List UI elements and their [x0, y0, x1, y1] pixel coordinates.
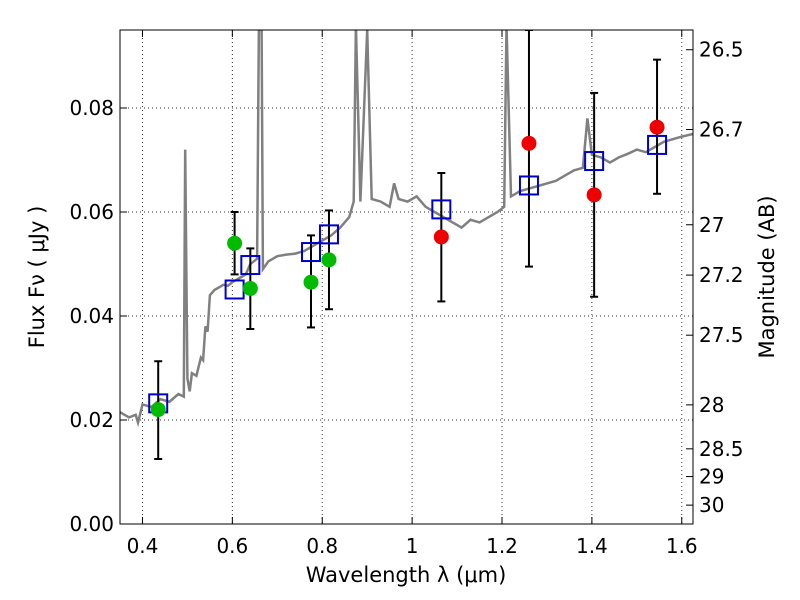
y-tick-label: 0.08	[69, 96, 114, 120]
y-axis-label: Flux Fν ( μJy )	[25, 206, 49, 349]
y2-tick-label: 26.5	[699, 38, 744, 62]
spectrum-line	[120, 30, 693, 428]
x-tick-label: 0.6	[216, 534, 248, 558]
y-tick-label: 0.06	[69, 200, 114, 224]
x-axis-label: Wavelength λ (μm)	[306, 563, 507, 587]
y2-tick-label: 29	[699, 465, 724, 489]
x-ticks: 0.4 0.6 0.8 1 1.2 1.4 1.6	[127, 30, 698, 558]
y2-tick-label: 27.2	[699, 263, 744, 287]
model-square-point	[318, 224, 339, 245]
green-data-point	[227, 235, 243, 251]
model-square-point	[431, 199, 452, 220]
green-data-point	[321, 252, 337, 268]
model-square-point	[518, 175, 539, 196]
x-tick-label: 1.2	[486, 534, 518, 558]
y-ticks: 0.00 0.02 0.04 0.06 0.08	[69, 96, 127, 536]
y-tick-label: 0.02	[69, 408, 114, 432]
model-square-point	[301, 242, 321, 263]
red-data-point	[521, 135, 537, 151]
red-data-point	[649, 119, 665, 135]
y2-tick-label: 30	[699, 493, 724, 517]
x-tick-label: 1.6	[666, 534, 698, 558]
x-tick-label: 0.8	[306, 534, 338, 558]
model-square-point	[584, 151, 605, 172]
green-data-point	[242, 280, 258, 296]
x-tick-label: 0.4	[127, 534, 159, 558]
markers	[148, 119, 668, 418]
y2-axis-label: Magnitude (AB)	[755, 195, 779, 358]
y-tick-label: 0.04	[69, 304, 114, 328]
y2-ticks: 26.5 26.7 27 27.2 27.5 28 28.5 29 30	[686, 38, 744, 517]
plot-frame	[119, 29, 694, 525]
green-data-point	[303, 274, 319, 290]
y2-tick-label: 28.5	[699, 437, 744, 461]
y2-tick-label: 27.5	[699, 323, 744, 347]
y2-tick-label: 26.7	[699, 118, 744, 142]
green-data-point	[150, 402, 166, 418]
x-tick-label: 1.4	[576, 534, 608, 558]
red-data-point	[586, 187, 602, 203]
y2-tick-label: 27	[699, 213, 724, 237]
plot-area	[120, 30, 693, 460]
y2-tick-label: 28	[699, 393, 724, 417]
x-tick-label: 1	[406, 534, 419, 558]
y-tick-label: 0.00	[69, 512, 114, 536]
model-square-point	[647, 134, 668, 155]
model-square-point	[240, 255, 261, 276]
red-data-point	[433, 229, 449, 245]
